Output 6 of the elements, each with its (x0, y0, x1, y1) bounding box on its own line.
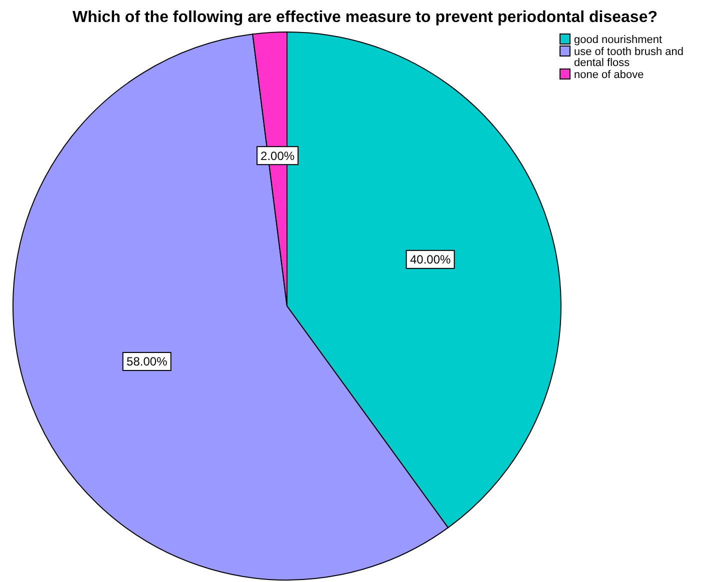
data-label: 2.00% (260, 148, 295, 163)
chart-title: Which of the following are effective measure to prevent periodontal disease? (72, 9, 658, 26)
data-label: 40.00% (410, 252, 451, 267)
legend-label: good nourishment (574, 34, 662, 46)
data-label: 58.00% (126, 354, 168, 369)
legend-label: none of above (574, 69, 644, 81)
